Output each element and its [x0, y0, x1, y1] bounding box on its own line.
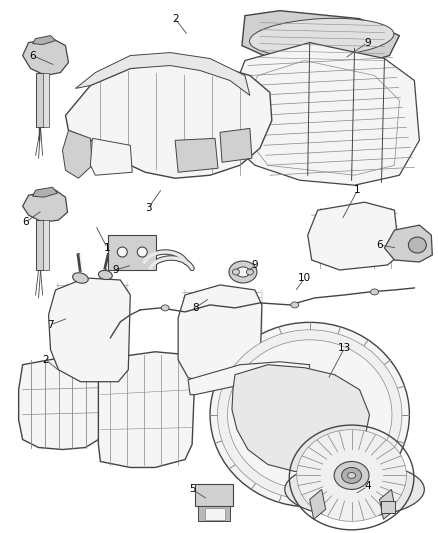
Text: 9: 9: [112, 265, 119, 275]
Text: 8: 8: [192, 303, 198, 313]
Polygon shape: [175, 139, 218, 172]
Bar: [108, 235, 156, 270]
Polygon shape: [178, 285, 262, 385]
Text: 10: 10: [298, 273, 311, 283]
Polygon shape: [23, 190, 67, 222]
Ellipse shape: [291, 302, 299, 308]
Text: 13: 13: [338, 343, 351, 353]
Ellipse shape: [247, 269, 254, 275]
Polygon shape: [75, 53, 250, 95]
Bar: [42, 72, 49, 127]
Polygon shape: [90, 139, 132, 175]
Text: 1: 1: [354, 185, 361, 195]
Bar: [35, 72, 43, 127]
Bar: [205, 508, 225, 520]
Polygon shape: [385, 225, 432, 262]
Ellipse shape: [218, 330, 402, 499]
Text: 2: 2: [42, 355, 49, 365]
Ellipse shape: [227, 340, 392, 489]
Polygon shape: [308, 202, 399, 270]
Polygon shape: [99, 352, 195, 467]
Polygon shape: [32, 187, 57, 197]
Bar: [42, 220, 49, 270]
Polygon shape: [310, 489, 326, 519]
Ellipse shape: [250, 18, 394, 57]
Polygon shape: [32, 36, 56, 45]
Polygon shape: [242, 11, 399, 66]
Ellipse shape: [334, 462, 369, 489]
Ellipse shape: [161, 305, 169, 311]
Ellipse shape: [408, 237, 426, 253]
Ellipse shape: [73, 273, 88, 283]
Ellipse shape: [285, 462, 424, 517]
Polygon shape: [63, 131, 92, 178]
Polygon shape: [220, 128, 252, 162]
Polygon shape: [228, 43, 419, 185]
Ellipse shape: [210, 322, 410, 507]
Ellipse shape: [297, 430, 406, 521]
Text: 6: 6: [29, 51, 36, 61]
Ellipse shape: [137, 247, 147, 257]
Text: 2: 2: [172, 14, 178, 23]
Polygon shape: [232, 365, 370, 472]
Text: 7: 7: [47, 320, 54, 330]
Polygon shape: [49, 278, 130, 382]
Ellipse shape: [233, 269, 240, 275]
Ellipse shape: [348, 472, 356, 479]
Bar: [198, 506, 230, 521]
Text: 9: 9: [364, 38, 371, 47]
Bar: [35, 220, 43, 270]
Text: 9: 9: [251, 260, 258, 270]
Text: 5: 5: [189, 484, 195, 495]
Text: 1: 1: [104, 243, 111, 253]
Ellipse shape: [371, 289, 378, 295]
Text: 3: 3: [145, 203, 152, 213]
Text: 4: 4: [364, 481, 371, 491]
Polygon shape: [66, 62, 272, 178]
Text: 6: 6: [22, 217, 29, 227]
Ellipse shape: [99, 270, 112, 280]
Polygon shape: [23, 38, 68, 76]
Ellipse shape: [117, 247, 127, 257]
Text: 6: 6: [376, 240, 383, 250]
Ellipse shape: [342, 467, 361, 483]
Polygon shape: [188, 362, 310, 394]
Polygon shape: [19, 358, 102, 449]
Bar: [195, 484, 233, 506]
Polygon shape: [379, 489, 396, 519]
Ellipse shape: [229, 261, 257, 283]
Bar: [381, 502, 396, 513]
Ellipse shape: [236, 267, 250, 277]
